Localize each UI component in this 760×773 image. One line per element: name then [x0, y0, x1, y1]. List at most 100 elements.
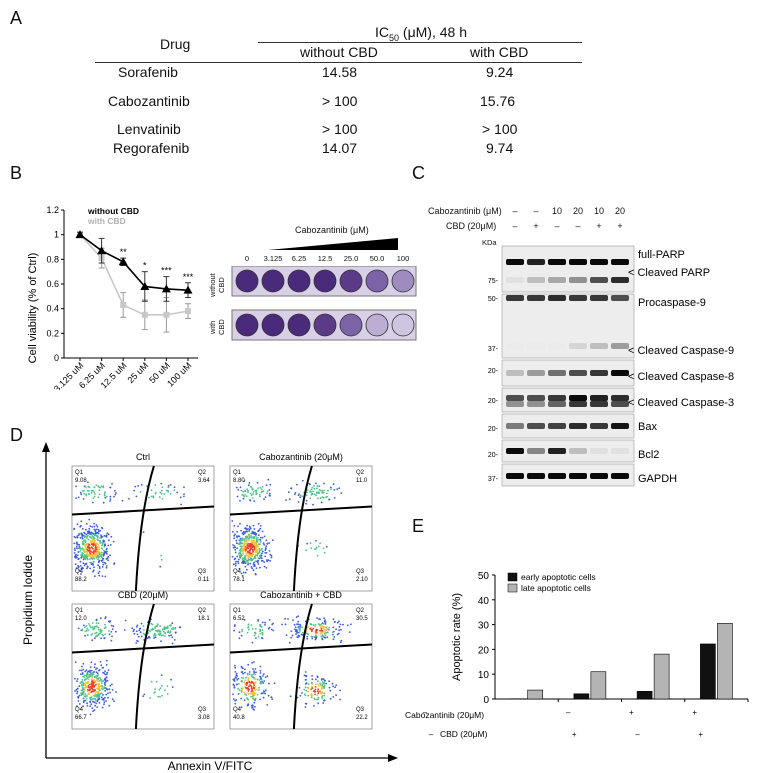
kda-marker: 75- — [488, 278, 499, 285]
facs-event — [242, 497, 245, 500]
facs-event — [101, 566, 104, 568]
facs-event — [93, 495, 96, 498]
facs-event — [236, 675, 239, 677]
facs-event — [143, 633, 146, 636]
facs-event — [134, 485, 137, 488]
quadrant-name: Q1 — [75, 608, 84, 614]
facs-event — [234, 666, 237, 669]
facs-event — [256, 678, 259, 681]
facs-event — [131, 627, 134, 630]
quadrant-name: Q3 — [198, 569, 207, 575]
facs-event — [167, 486, 170, 489]
facs-event — [259, 629, 262, 632]
facs-event — [82, 688, 84, 690]
facs-event — [234, 664, 236, 667]
facs-event — [238, 552, 240, 555]
facs-event — [313, 487, 316, 490]
facs-event — [234, 549, 237, 551]
facs-event — [102, 485, 105, 487]
facs-event — [231, 520, 234, 522]
facs-event — [158, 688, 161, 691]
y-tick-label: 0 — [483, 695, 489, 706]
facs-event — [253, 671, 256, 674]
facs-event — [76, 705, 78, 708]
facs-event — [235, 677, 238, 679]
facs-event — [170, 628, 173, 630]
facs-event — [236, 679, 239, 681]
facs-event — [313, 485, 315, 487]
facs-event — [77, 696, 80, 699]
facs-event — [170, 624, 172, 626]
facs-event — [259, 543, 261, 545]
data-point — [185, 308, 191, 315]
facs-event — [94, 663, 96, 666]
facs-event — [105, 626, 107, 628]
facs-event — [249, 499, 252, 502]
facs-event — [250, 552, 253, 555]
quadrant-name: Q1 — [233, 470, 242, 476]
facs-event — [151, 623, 154, 626]
western-blot: full-PARP < Cleaved PARP Procaspase-9 < Cle… — [488, 245, 734, 487]
facs-event — [233, 680, 236, 682]
facs-event — [321, 695, 324, 697]
facs-event — [88, 686, 90, 689]
facs-event — [254, 550, 257, 553]
facs-event — [166, 627, 169, 629]
facs-event — [316, 694, 319, 697]
facs-event — [88, 547, 91, 549]
facs-event — [101, 666, 104, 669]
facs-event — [87, 692, 90, 695]
facs-event — [253, 561, 255, 564]
facs-event — [90, 561, 92, 564]
facs-event — [139, 631, 142, 634]
quadrant-value: 3.08 — [198, 715, 210, 721]
facs-event — [260, 536, 262, 539]
facs-event — [101, 527, 104, 530]
facs-event — [175, 631, 177, 634]
facs-event — [317, 685, 320, 687]
facs-event — [85, 563, 87, 565]
facs-event — [268, 550, 271, 552]
facs-event — [81, 691, 83, 694]
facs-event — [95, 528, 98, 531]
facs-event — [78, 569, 81, 572]
facs-event — [90, 634, 93, 636]
facs-event — [264, 624, 266, 626]
facs-event — [321, 635, 324, 638]
facs-event — [270, 696, 273, 699]
y-tick-label: 0 — [54, 353, 59, 363]
facs-event — [233, 558, 236, 561]
facs-event — [92, 697, 95, 700]
facs-event — [105, 659, 108, 662]
kda-marker: 20- — [488, 426, 499, 433]
facs-event — [311, 486, 314, 489]
facs-event — [105, 495, 108, 498]
facs-event — [76, 536, 79, 539]
facs-event — [281, 623, 283, 626]
facs-event — [95, 524, 98, 526]
facs-event — [241, 542, 244, 545]
blot-band — [506, 448, 524, 454]
facs-event — [242, 544, 245, 547]
facs-event — [247, 693, 250, 695]
facs-event — [82, 691, 85, 694]
facs-event — [90, 685, 92, 688]
viability-chart: Cell viability (% of Ctrl) 0 0.2 0.4 0.6 0.8… — [27, 205, 198, 390]
facs-event — [90, 491, 93, 494]
legend-label: early apoptotic cells — [521, 572, 596, 582]
facs-event — [285, 499, 287, 501]
quadrant-value: 78.1 — [233, 577, 245, 583]
facs-event — [102, 554, 105, 556]
facs-event — [83, 689, 86, 692]
facs-event — [84, 541, 87, 544]
facs-event — [320, 501, 323, 504]
facs-event — [250, 554, 253, 557]
facs-event — [156, 630, 159, 633]
facs-event — [266, 490, 269, 492]
facs-event — [143, 693, 146, 696]
facs-event — [241, 667, 244, 670]
facs-event — [268, 682, 270, 685]
facs-event — [288, 498, 291, 501]
facs-event — [241, 551, 244, 553]
facs-event — [87, 684, 90, 687]
